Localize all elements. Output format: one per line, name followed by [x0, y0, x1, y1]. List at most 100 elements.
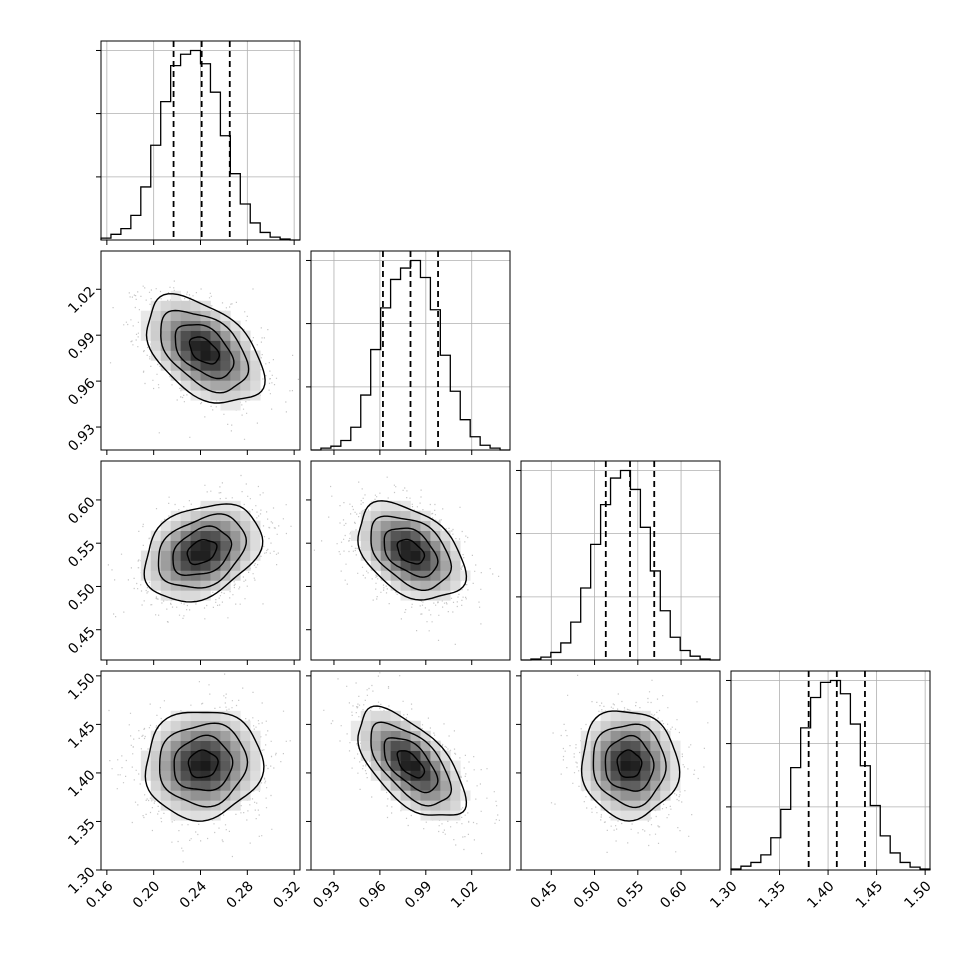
density-cell	[250, 520, 261, 531]
density-cell	[450, 800, 461, 811]
density-cell	[360, 550, 371, 561]
contour-level-0	[396, 538, 426, 565]
density-cell	[620, 750, 631, 761]
contour-level-0	[187, 749, 219, 779]
density-cell	[210, 710, 221, 722]
density-cell	[160, 760, 171, 771]
density-cell	[240, 760, 251, 771]
density-cell	[150, 330, 161, 341]
density-cell	[230, 710, 241, 722]
density-cell	[200, 380, 211, 391]
density-cell	[200, 570, 211, 581]
density-cell	[590, 730, 601, 741]
density-cell	[160, 750, 171, 761]
density-cell	[190, 510, 201, 521]
density-cell	[150, 730, 161, 741]
scatter-panel-p0-p1	[100, 250, 301, 451]
density-cell	[160, 360, 171, 371]
density-cell	[160, 540, 171, 551]
density-cell	[620, 810, 631, 821]
density-cell	[140, 570, 152, 581]
density-cell	[180, 740, 191, 751]
density-cell	[240, 560, 251, 571]
density-cell	[230, 350, 241, 361]
density-cell	[170, 740, 181, 751]
density-cell	[220, 520, 231, 531]
density-cell	[230, 760, 241, 771]
density-cell	[230, 510, 241, 521]
density-cell	[440, 760, 451, 771]
density-cell	[640, 760, 651, 771]
density-cell	[200, 770, 211, 781]
histogram-step-p2	[521, 469, 720, 661]
scatter-panel-p1-p3	[310, 670, 511, 871]
density-cell	[240, 380, 251, 391]
density-cell	[410, 780, 421, 791]
density-cell	[450, 790, 461, 801]
density-cell	[390, 750, 401, 761]
density-cell	[230, 320, 241, 331]
density-cell	[410, 560, 421, 571]
density-cell	[650, 750, 661, 761]
density-cell	[190, 370, 201, 381]
density-cell	[420, 530, 431, 541]
density-cell	[140, 320, 152, 331]
y-tick-label: 1.50	[65, 670, 98, 703]
density-cell	[650, 760, 661, 771]
density-cell	[230, 390, 241, 401]
scatter-frame-p1-p3	[310, 670, 511, 871]
density-cell	[430, 540, 441, 551]
density-cell	[150, 560, 161, 571]
density-cell	[640, 790, 651, 801]
density-cell	[400, 560, 411, 571]
density-cell	[430, 520, 441, 531]
density-cell	[210, 370, 221, 381]
density-cell	[590, 740, 601, 751]
density-cell	[160, 550, 171, 561]
density-cell	[440, 770, 451, 781]
density-cell	[190, 580, 201, 591]
panel-content	[109, 280, 299, 440]
density-cell	[370, 520, 381, 531]
density-cell	[210, 790, 221, 801]
density-cell	[590, 750, 601, 761]
density-cell	[150, 350, 161, 361]
density-cell	[170, 550, 181, 561]
density-cell	[350, 720, 362, 731]
density-cell	[450, 560, 461, 571]
y-tick-label: 1.40	[65, 767, 98, 800]
density-cell	[190, 520, 201, 531]
density-cell	[200, 760, 211, 771]
density-cell	[200, 510, 211, 521]
x-tick-label: 0.93	[310, 878, 343, 911]
density-cell	[400, 730, 411, 741]
density-cell	[650, 720, 661, 731]
density-cell	[440, 580, 451, 591]
density-cell	[180, 550, 191, 561]
density-cell	[190, 560, 201, 571]
density-cell	[600, 720, 611, 731]
density-cell	[660, 780, 671, 791]
density-cell	[620, 710, 631, 722]
histogram-frame-p1	[310, 250, 511, 451]
density-cell	[170, 350, 181, 361]
density-cell	[410, 760, 421, 771]
density-cell	[450, 770, 461, 781]
density-cell	[200, 550, 211, 561]
density-cell	[670, 780, 681, 791]
density-cell	[410, 550, 421, 561]
density-cell	[420, 740, 431, 751]
density-cell	[630, 710, 641, 722]
contour-level-3	[145, 293, 266, 404]
density-cell	[220, 550, 231, 561]
density-cell	[210, 720, 221, 731]
density-cell	[380, 730, 391, 741]
density-cell	[610, 800, 621, 811]
density-cell	[410, 530, 421, 541]
scatter-frame-p2-p3	[520, 670, 721, 871]
density-cell	[620, 770, 631, 781]
density-cell	[370, 720, 381, 731]
density-cell	[650, 790, 661, 801]
density-cell	[220, 780, 231, 791]
